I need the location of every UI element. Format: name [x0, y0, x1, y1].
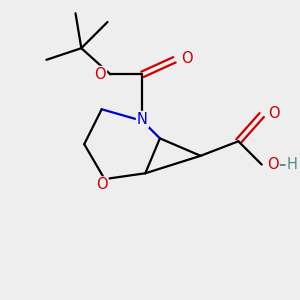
Text: H: H	[287, 157, 298, 172]
Text: O: O	[96, 177, 107, 192]
Text: O: O	[267, 157, 279, 172]
Text: N: N	[137, 112, 148, 127]
Text: O: O	[268, 106, 280, 121]
Text: O: O	[94, 67, 106, 82]
Text: O: O	[181, 51, 192, 66]
